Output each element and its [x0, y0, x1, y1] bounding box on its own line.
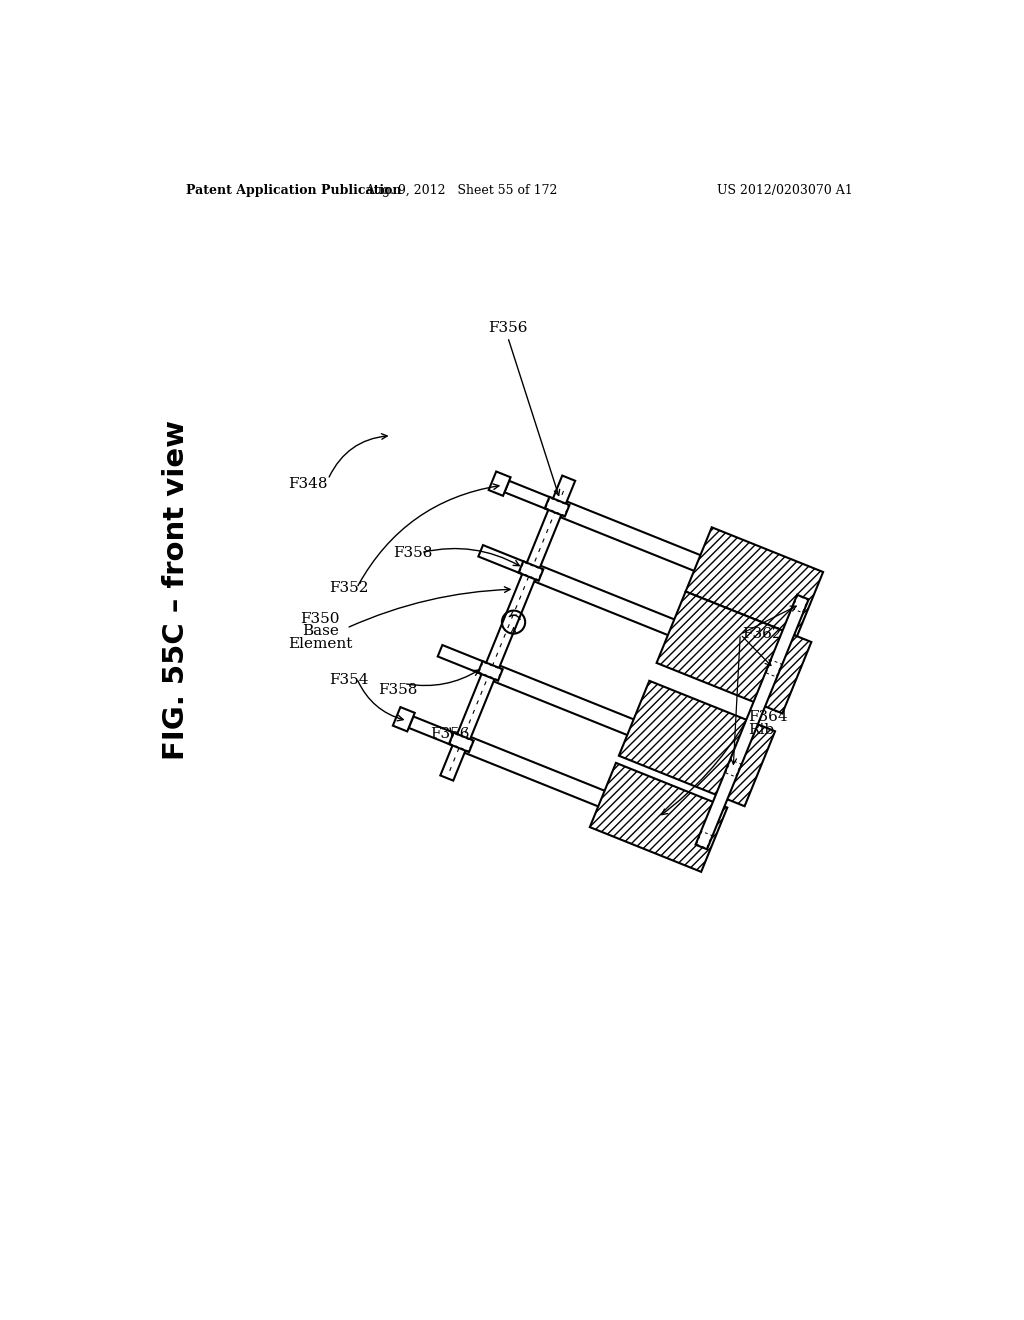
Polygon shape — [545, 498, 569, 516]
Text: F356: F356 — [430, 727, 469, 742]
Text: Base: Base — [302, 624, 339, 638]
Polygon shape — [478, 661, 503, 681]
Text: FIG. 55C – front view: FIG. 55C – front view — [162, 420, 190, 759]
Text: F356: F356 — [488, 321, 527, 335]
Polygon shape — [686, 527, 823, 636]
Text: F358: F358 — [378, 682, 418, 697]
Polygon shape — [440, 475, 575, 780]
Polygon shape — [393, 708, 415, 731]
Polygon shape — [494, 665, 738, 777]
Polygon shape — [656, 591, 811, 713]
Polygon shape — [618, 681, 775, 807]
Text: Aug. 9, 2012   Sheet 55 of 172: Aug. 9, 2012 Sheet 55 of 172 — [366, 185, 557, 197]
Text: F348: F348 — [288, 477, 328, 491]
Polygon shape — [465, 737, 709, 849]
Text: F362: F362 — [741, 627, 781, 642]
Polygon shape — [488, 471, 511, 496]
Polygon shape — [535, 566, 778, 677]
Polygon shape — [560, 502, 805, 612]
Polygon shape — [449, 733, 474, 752]
Text: Element: Element — [288, 636, 352, 651]
Text: F350: F350 — [300, 612, 340, 626]
Polygon shape — [505, 480, 553, 510]
Text: F352: F352 — [329, 581, 369, 595]
Text: F358: F358 — [393, 545, 433, 560]
Text: Patent Application Publication: Patent Application Publication — [186, 185, 401, 197]
Polygon shape — [409, 717, 457, 746]
Polygon shape — [695, 595, 809, 849]
Polygon shape — [478, 545, 526, 574]
Text: F364: F364 — [748, 710, 787, 725]
Polygon shape — [590, 763, 727, 871]
Polygon shape — [518, 561, 544, 581]
Text: Rib: Rib — [748, 723, 774, 737]
Text: US 2012/0203070 A1: US 2012/0203070 A1 — [717, 185, 853, 197]
Polygon shape — [437, 645, 486, 675]
Text: F354: F354 — [329, 673, 369, 686]
